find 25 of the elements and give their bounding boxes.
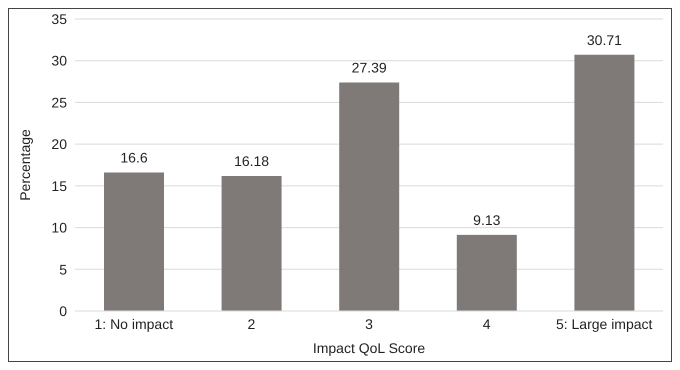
x-tick-label: 2 <box>248 316 256 332</box>
data-label: 16.18 <box>234 153 270 170</box>
x-tick-label: 1: No impact <box>94 316 174 332</box>
x-tick-label: 3 <box>365 316 374 332</box>
x-axis-title: Impact QoL Score <box>312 340 426 356</box>
bar <box>574 54 634 311</box>
y-tick-label: 25 <box>51 94 68 110</box>
y-tick-label: 10 <box>51 220 68 236</box>
y-tick-label: 35 <box>51 10 68 27</box>
y-tick-label: 15 <box>51 178 68 194</box>
data-label: 30.71 <box>586 32 622 48</box>
y-tick-label: 0 <box>59 302 68 319</box>
x-tick-label: 4 <box>482 316 491 332</box>
y-tick-label: 5 <box>59 261 68 278</box>
data-label: 27.39 <box>352 59 387 76</box>
bar <box>339 82 400 311</box>
bar <box>222 176 282 311</box>
bar <box>456 234 517 311</box>
y-axis-title: Percentage <box>16 128 33 201</box>
x-tick-label: 5: Large impact <box>556 316 653 332</box>
data-label: 16.6 <box>120 150 148 166</box>
bar <box>104 172 164 311</box>
y-tick-label: 20 <box>51 136 68 152</box>
y-tick-label: 30 <box>51 52 68 69</box>
data-label: 9.13 <box>473 212 501 228</box>
